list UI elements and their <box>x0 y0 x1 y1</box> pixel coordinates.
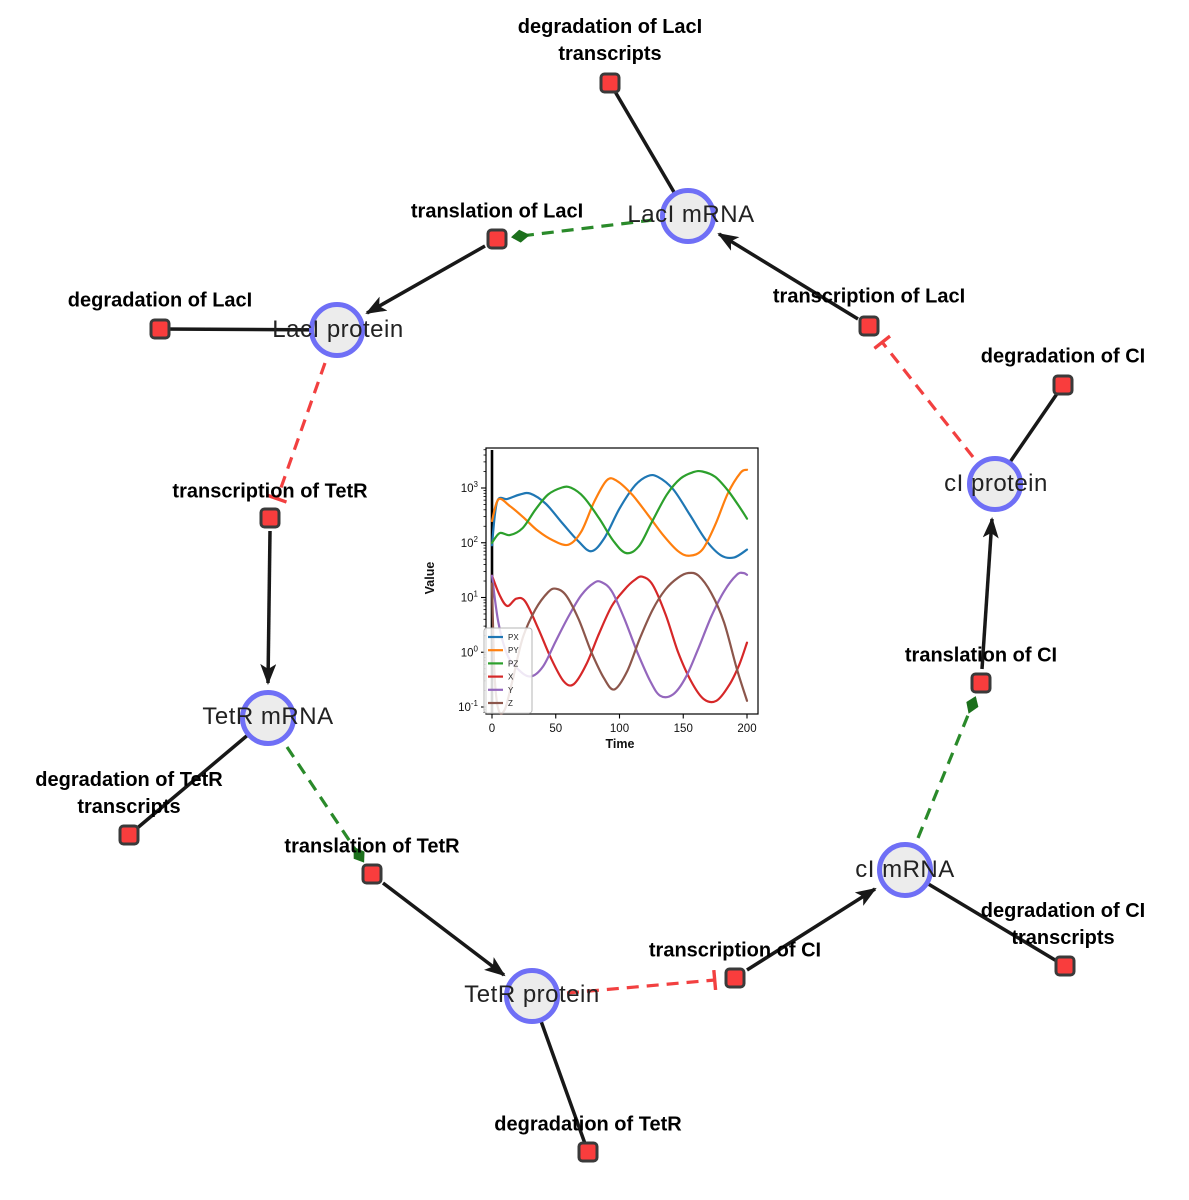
time-series-chart: Time Value 10-1 100 101 102 103 0 50 100 150 200 P… <box>420 438 772 772</box>
svg-text:Y: Y <box>508 686 514 695</box>
reaction-node-degradation-tetr[interactable] <box>577 1141 599 1163</box>
svg-text:100: 100 <box>610 723 629 735</box>
edge-tetrmrna-transtetr-modifier <box>285 746 365 863</box>
svg-text:100: 100 <box>461 644 479 659</box>
reaction-node-degradation-ci-transcripts[interactable] <box>1054 955 1076 977</box>
species-node-tetr-protein[interactable] <box>504 968 560 1024</box>
svg-text:102: 102 <box>461 535 479 550</box>
edge-ciprotein-txlaci-inhibition <box>873 334 975 458</box>
edge-laciprotein-txtetr-inhibition <box>267 362 327 504</box>
species-node-ci-protein[interactable] <box>967 456 1023 512</box>
edge-cimrna-degcitranscripts <box>904 868 1066 968</box>
edge-txtetr-tetrmrna-arrow <box>260 530 277 685</box>
svg-text:10-1: 10-1 <box>458 699 478 714</box>
edge-transtetr-tetrprotein-arrow <box>381 881 506 977</box>
edge-txlaci-lacimrna-arrow <box>717 232 859 321</box>
reaction-node-transcription-laci[interactable] <box>858 315 880 337</box>
reaction-node-degradation-ci[interactable] <box>1052 374 1074 396</box>
svg-text:0: 0 <box>489 723 495 735</box>
species-node-ci-mrna[interactable] <box>877 842 933 898</box>
edge-translaci-laciprotein-arrow <box>365 244 486 315</box>
reaction-node-degradation-tetr-transcripts[interactable] <box>118 824 140 846</box>
chart-xaxis-label: Time <box>605 737 635 751</box>
edge-tetrmrna-degtetrtranscripts <box>127 716 270 837</box>
reaction-node-translation-ci[interactable] <box>970 672 992 694</box>
svg-text:PX: PX <box>508 633 519 642</box>
edge-txci-cimrna-arrow <box>746 887 877 972</box>
species-node-laci-protein[interactable] <box>309 302 365 358</box>
reaction-node-translation-tetr[interactable] <box>361 863 383 885</box>
edge-cimrna-transci-modifier <box>916 696 979 839</box>
svg-text:50: 50 <box>549 723 562 735</box>
svg-text:101: 101 <box>461 590 479 605</box>
svg-text:PY: PY <box>508 646 519 655</box>
species-node-tetr-mrna[interactable] <box>240 690 296 746</box>
reaction-node-transcription-tetr[interactable] <box>259 507 281 529</box>
reaction-node-translation-laci[interactable] <box>486 228 508 250</box>
chart-yaxis-label: Value <box>423 561 437 595</box>
edge-laciprotein-deglaci <box>159 327 338 332</box>
edge-tetrprotein-txci-inhibition <box>566 969 718 995</box>
reaction-node-degradation-laci-transcripts[interactable] <box>599 72 621 94</box>
reaction-node-transcription-ci[interactable] <box>724 967 746 989</box>
svg-text:200: 200 <box>737 723 756 735</box>
reaction-node-degradation-laci[interactable] <box>149 318 171 340</box>
svg-text:PZ: PZ <box>508 659 518 668</box>
svg-text:103: 103 <box>461 480 479 495</box>
species-node-laci-mrna[interactable] <box>660 188 716 244</box>
edge-transci-ciprotein-arrow <box>980 517 999 670</box>
svg-text:Z: Z <box>508 699 513 708</box>
svg-text:X: X <box>508 673 514 682</box>
edge-lacimrna-translaci-modifier <box>511 218 654 243</box>
svg-text:150: 150 <box>674 723 693 735</box>
